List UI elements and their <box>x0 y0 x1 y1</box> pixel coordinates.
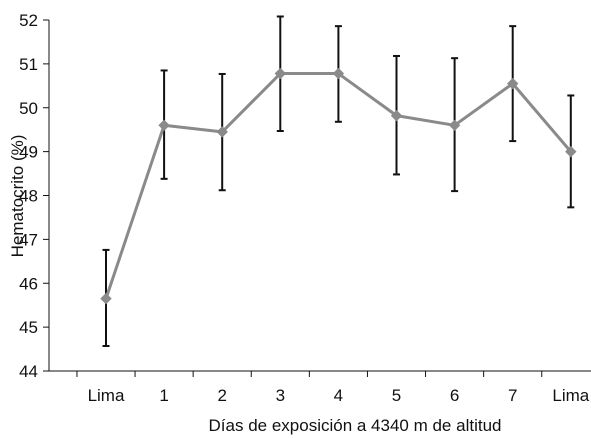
y-tick-label: 48 <box>19 187 38 206</box>
y-tick-label: 52 <box>19 11 38 30</box>
axes <box>43 19 591 377</box>
y-tick-label: 44 <box>19 362 38 381</box>
y-tick-label: 45 <box>19 318 38 337</box>
data-point-marker <box>100 292 112 305</box>
y-axis-title: Hematocrito (%) <box>8 135 27 258</box>
x-axis-title: Días de exposición a 4340 m de altitud <box>209 416 502 435</box>
data-markers <box>100 67 577 305</box>
error-bars <box>102 15 575 347</box>
data-point-marker <box>390 109 403 122</box>
x-tick-label: 7 <box>508 386 517 405</box>
data-point-marker <box>565 145 577 158</box>
x-tick-label: Lima <box>88 386 125 405</box>
y-tick-label: 51 <box>19 55 38 74</box>
x-tick-label: 4 <box>334 386 343 405</box>
data-point-marker <box>332 67 345 80</box>
x-tick-label: Lima <box>552 386 589 405</box>
y-tick-label: 49 <box>19 143 38 162</box>
x-tick-label: 2 <box>217 386 226 405</box>
y-tick-label: 50 <box>19 99 38 118</box>
y-tick-label: 46 <box>19 274 38 293</box>
x-tick-labels: Lima 1 2 3 4 5 6 7 Lima <box>88 386 590 405</box>
x-tick-label: 6 <box>450 386 459 405</box>
data-point-marker <box>506 77 519 90</box>
x-tick-label: 3 <box>276 386 285 405</box>
y-tick-label: 47 <box>19 230 38 249</box>
data-point-marker <box>274 67 287 80</box>
data-point-marker <box>216 126 228 138</box>
y-tick-labels: 44 45 46 47 48 49 50 51 52 <box>19 11 38 381</box>
x-tick-label: 5 <box>392 386 401 405</box>
data-point-marker <box>448 119 461 132</box>
data-point-marker <box>158 119 170 132</box>
x-tick-label: 1 <box>159 386 168 405</box>
